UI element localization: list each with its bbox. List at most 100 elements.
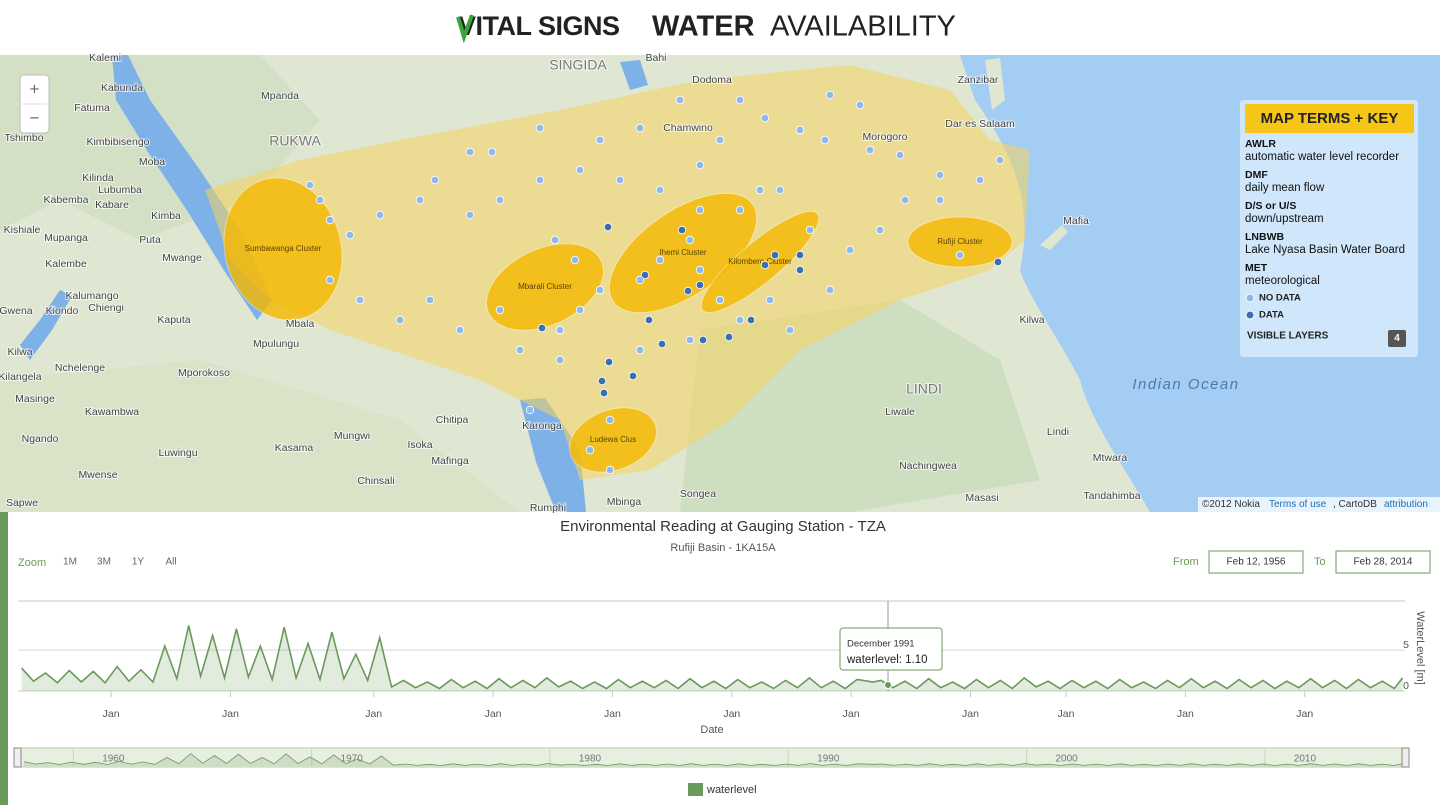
key-definition: automatic water level recorder <box>1245 151 1399 163</box>
place-label: Kalembe <box>45 258 87 270</box>
key-definition: Lake Nyasa Basin Water Board <box>1245 244 1405 256</box>
logo-mark <box>456 14 474 44</box>
zoom-button[interactable]: 1M <box>63 557 77 568</box>
navigator-label: 1960 <box>102 754 125 765</box>
station-no-data <box>535 175 545 185</box>
map[interactable]: Sumbawanga Cluster Mbarali Cluster Ihemi C… <box>0 51 1440 515</box>
station-no-data <box>325 275 335 285</box>
place-label: Mtwara <box>1093 452 1128 464</box>
cluster-label: Ludewa Clus <box>590 435 636 444</box>
place-label: Kabunda <box>101 82 143 94</box>
station-data <box>695 280 705 290</box>
cluster-label: Mbarali Cluster <box>518 282 572 291</box>
station-no-data <box>785 325 795 335</box>
station-no-data <box>305 180 315 190</box>
station-no-data <box>825 285 835 295</box>
side-strip <box>0 512 8 805</box>
chart-title: Environmental Reading at Gauging Station… <box>560 518 886 535</box>
place-label: Sapwe <box>6 497 38 509</box>
station-no-data <box>555 355 565 365</box>
place-label: Tshimbo <box>4 132 43 144</box>
x-tick-label: Jan <box>365 708 382 720</box>
zoom-buttons: 1M 3M 1Y All <box>63 557 177 568</box>
x-tick-label: Jan <box>1058 708 1075 720</box>
terms-link[interactable]: Terms of use <box>1269 499 1327 510</box>
key-panel <box>1240 100 1418 357</box>
station-no-data <box>675 95 685 105</box>
attribution-link[interactable]: attribution <box>1384 499 1428 510</box>
place-label: Chinsali <box>357 475 394 487</box>
place-label: Karonga <box>522 420 562 432</box>
station-no-data <box>935 170 945 180</box>
station-data <box>604 357 614 367</box>
station-no-data <box>325 215 335 225</box>
terrain <box>0 360 520 512</box>
station-no-data <box>515 345 525 355</box>
place-label: Kabemba <box>44 194 89 206</box>
station-no-data <box>825 90 835 100</box>
station-data <box>603 222 613 232</box>
station-no-data <box>695 265 705 275</box>
x-tick-label: Jan <box>723 708 740 720</box>
place-label: Mporokoso <box>178 367 230 379</box>
station-no-data <box>755 185 765 195</box>
station-data <box>657 339 667 349</box>
zoom-button[interactable]: 1Y <box>132 557 145 568</box>
station-no-data <box>695 205 705 215</box>
station-data <box>640 270 650 280</box>
island <box>1040 225 1068 250</box>
place-label: Mpulungu <box>253 338 299 350</box>
place-label: Moba <box>139 156 165 168</box>
plot: 0 5 Jan Jan Jan Jan Jan Jan Jan Jan Jan Jan Jan <box>18 625 1409 720</box>
place-label: RUKWA <box>269 133 321 149</box>
station-no-data <box>495 195 505 205</box>
place-label: Masinge <box>15 393 55 405</box>
place-label: Kilwa <box>1019 314 1044 326</box>
navigator-handle[interactable] <box>13 747 22 768</box>
place-label: Mafinga <box>431 455 469 467</box>
station-no-data <box>345 230 355 240</box>
key-term: LNBWB <box>1245 231 1284 243</box>
station-no-data <box>550 235 560 245</box>
stations <box>305 90 1005 475</box>
station-no-data <box>695 160 705 170</box>
zoom-out[interactable]: − <box>30 108 40 127</box>
zoom-button[interactable]: All <box>165 557 176 568</box>
station-data <box>537 323 547 333</box>
attribution-bg <box>1198 497 1440 512</box>
line <box>23 753 1403 766</box>
zoom-button[interactable]: 3M <box>97 557 111 568</box>
to-input[interactable] <box>1335 550 1431 574</box>
layer-count-box <box>1388 330 1406 347</box>
zoom-in[interactable]: + <box>30 79 40 98</box>
page-title: AVAILABILITY <box>770 11 956 43</box>
place-label: Zanzibar <box>958 74 999 86</box>
station-no-data <box>575 165 585 175</box>
station-no-data <box>765 295 775 305</box>
station-no-data <box>430 175 440 185</box>
legend-label[interactable]: waterlevel <box>706 784 757 796</box>
station-no-data <box>595 285 605 295</box>
place-label: Kilangela <box>0 371 42 383</box>
x-tick-label: Jan <box>222 708 239 720</box>
key-data: DATA <box>1259 310 1284 321</box>
from-input[interactable] <box>1208 550 1304 574</box>
station-no-data <box>585 445 595 455</box>
place-label: LINDI <box>906 381 942 397</box>
station-no-data <box>845 245 855 255</box>
place-label: Dodoma <box>692 74 732 86</box>
visible-layers[interactable]: VISIBLE LAYERS <box>1247 331 1329 342</box>
station-no-data <box>495 305 505 315</box>
place-label: Gwena <box>0 305 33 317</box>
place-label: Liwale <box>885 406 915 418</box>
legend-swatch <box>688 783 703 796</box>
station-no-data <box>715 295 725 305</box>
station-data <box>993 257 1003 267</box>
from-value: Feb 12, 1956 <box>1227 557 1286 568</box>
navigator-handle[interactable] <box>1401 747 1410 768</box>
station-no-data <box>575 305 585 315</box>
station-no-data <box>375 210 385 220</box>
